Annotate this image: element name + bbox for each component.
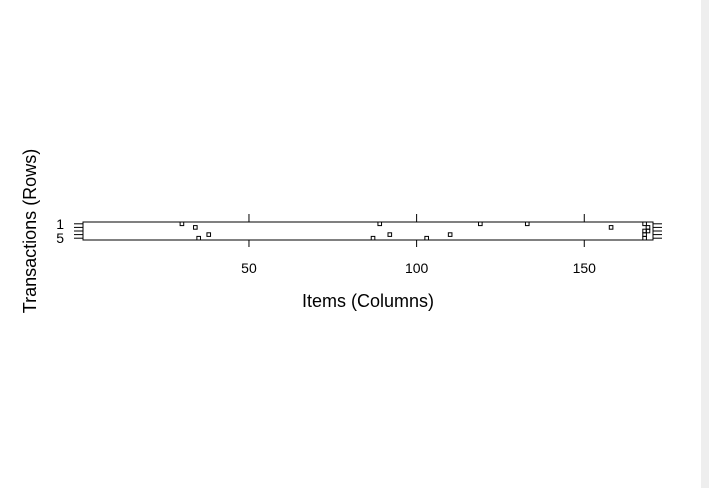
y-axis: 15 bbox=[56, 216, 83, 246]
x-tick-label-100: 100 bbox=[405, 260, 429, 276]
data-points bbox=[179, 221, 651, 241]
data-point-6 bbox=[193, 225, 198, 230]
x-axis-label: Items (Columns) bbox=[302, 291, 434, 311]
x-axis: 50 100 150 bbox=[241, 214, 596, 276]
data-point-7 bbox=[608, 225, 614, 230]
transactions-items-chart: 50 100 150 15 Items (Columns) Transactions… bbox=[20, 149, 662, 313]
data-point-14 bbox=[642, 232, 647, 237]
data-point-12 bbox=[387, 232, 393, 237]
window-edge bbox=[701, 0, 709, 488]
data-point-18 bbox=[642, 235, 647, 241]
right-y-axis bbox=[653, 223, 662, 239]
data-point-4 bbox=[524, 221, 530, 227]
data-point-5 bbox=[642, 221, 647, 227]
data-point-13 bbox=[447, 232, 453, 237]
data-point-11 bbox=[206, 232, 212, 237]
data-point-17 bbox=[424, 235, 429, 241]
y-tick-label-5: 5 bbox=[56, 230, 64, 246]
data-point-15 bbox=[196, 235, 201, 241]
y-tick-label-1: 1 bbox=[56, 216, 64, 232]
x-tick-label-50: 50 bbox=[241, 260, 257, 276]
data-point-16 bbox=[370, 235, 376, 241]
data-point-10 bbox=[645, 228, 651, 234]
data-point-8 bbox=[645, 225, 651, 230]
data-point-2 bbox=[377, 221, 383, 227]
plot-frame bbox=[82, 221, 654, 241]
y-axis-label: Transactions (Rows) bbox=[20, 149, 40, 313]
data-point-3 bbox=[478, 221, 483, 227]
x-tick-label-150: 150 bbox=[573, 260, 597, 276]
data-point-1 bbox=[179, 221, 185, 227]
